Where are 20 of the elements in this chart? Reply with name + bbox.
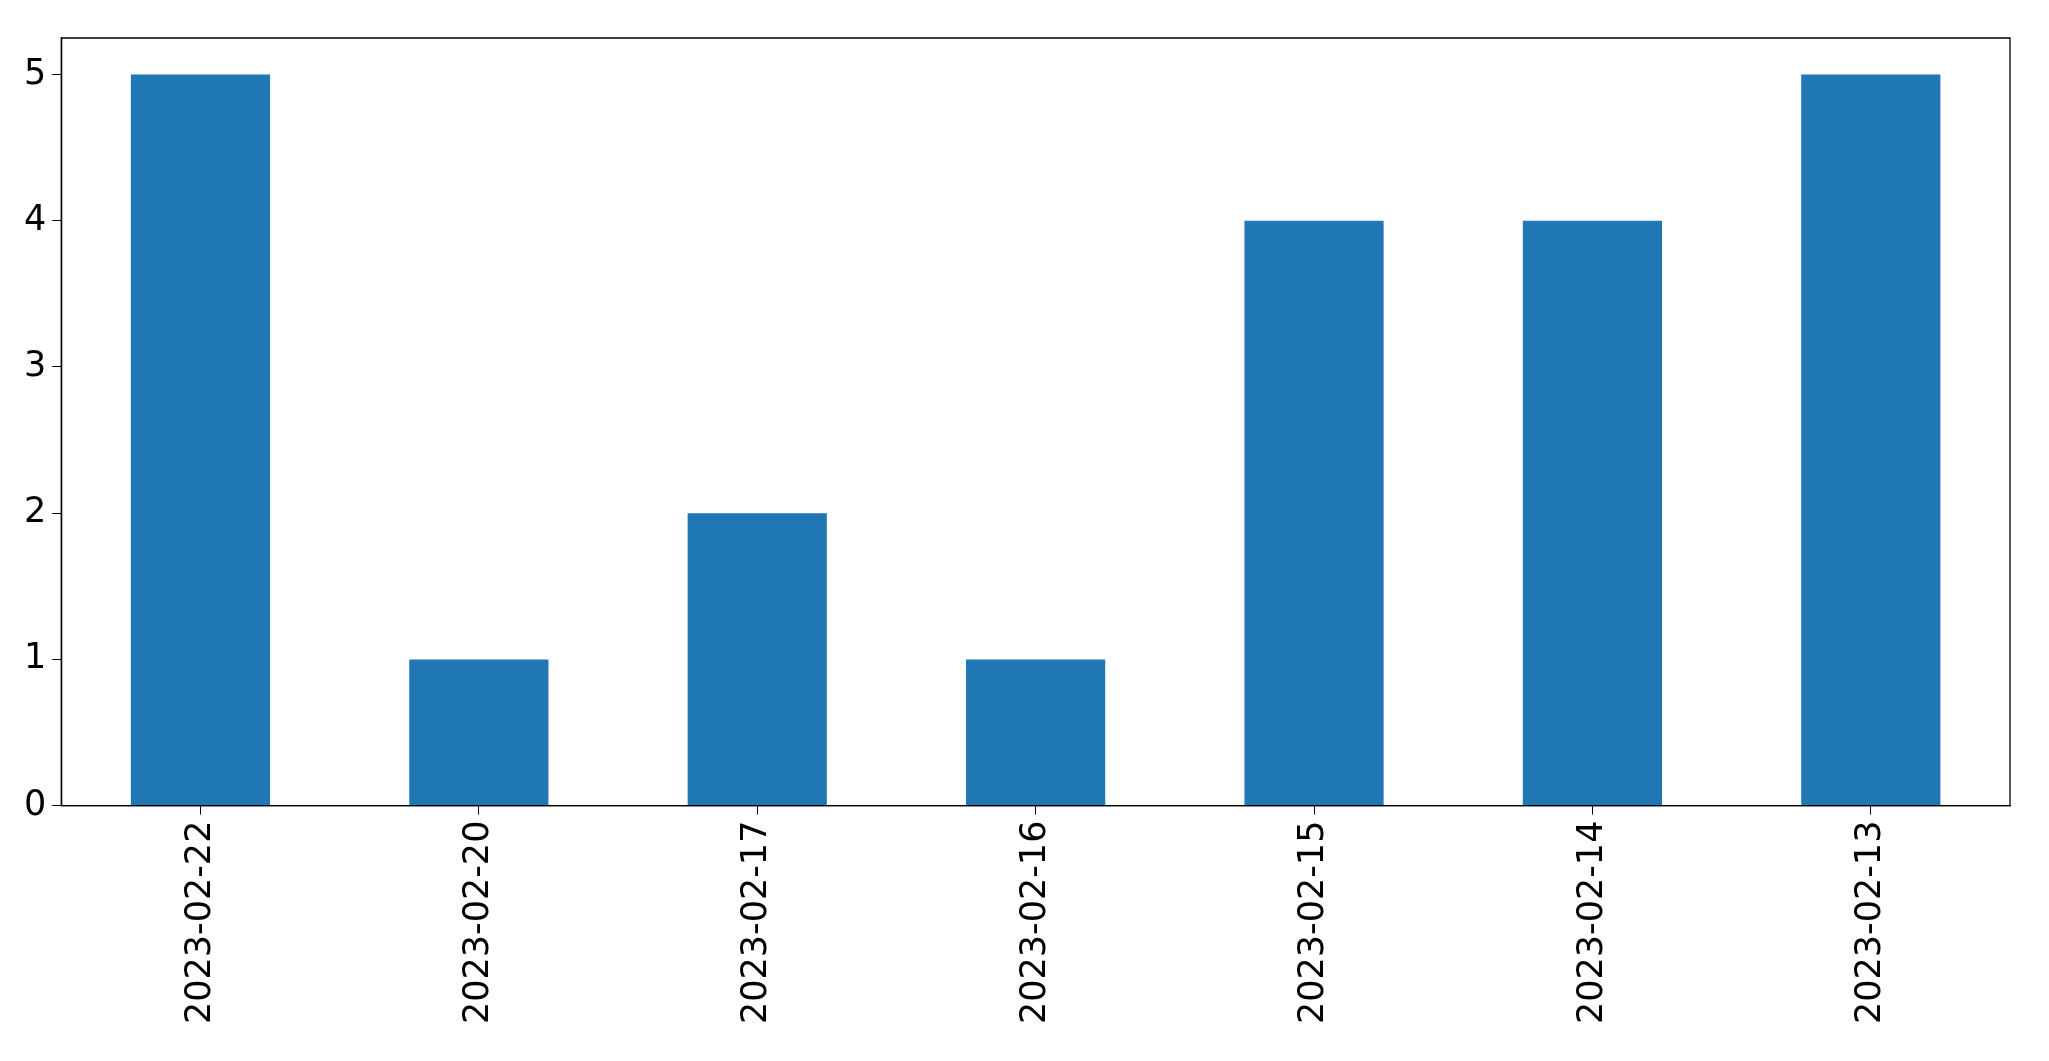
bar (1522, 220, 1663, 806)
y-tick-label: 0 (23, 782, 47, 823)
x-tick-label: 2023-02-17 (734, 820, 775, 1024)
x-tick-label: 2023-02-13 (1847, 820, 1888, 1024)
y-tick-label: 3 (23, 344, 47, 385)
x-tick-label: 2023-02-22 (177, 820, 218, 1024)
y-tick-label: 2 (23, 490, 47, 531)
bar (687, 513, 827, 806)
bar (409, 659, 549, 806)
x-tick-label: 2023-02-14 (1569, 820, 1610, 1024)
x-tick-label: 2023-02-15 (1291, 820, 1332, 1024)
y-tick-label: 4 (23, 197, 47, 238)
bar (966, 659, 1106, 806)
y-tick-label: 1 (23, 636, 47, 677)
bar (130, 74, 271, 806)
y-tick-label: 5 (23, 51, 47, 92)
bar (1801, 74, 1941, 806)
x-tick-label: 2023-02-16 (1012, 820, 1053, 1024)
x-tick-label: 2023-02-20 (455, 820, 496, 1024)
bar (1244, 220, 1384, 806)
